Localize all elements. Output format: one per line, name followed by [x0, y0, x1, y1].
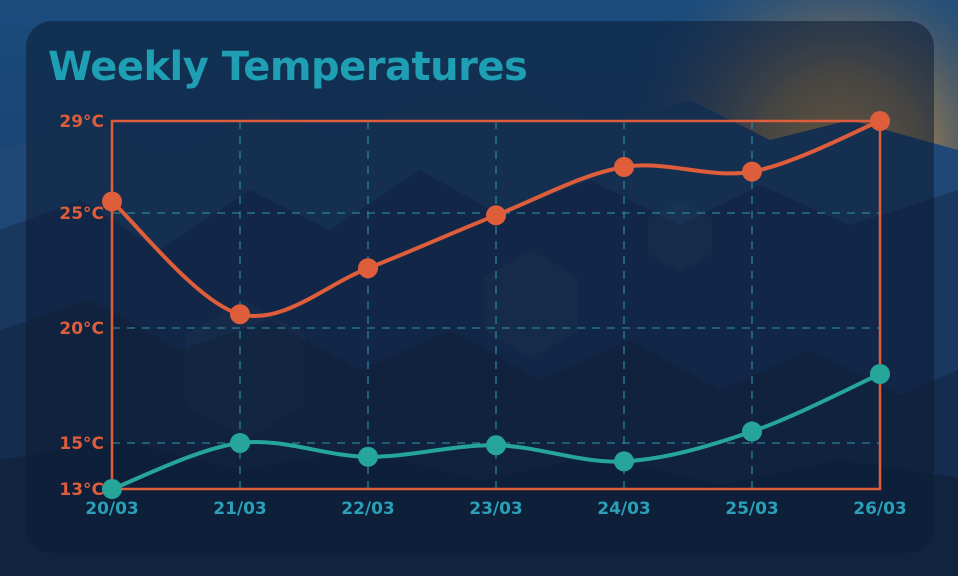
- y-tick-label: 15°C: [59, 434, 104, 454]
- grid-lines: [112, 121, 880, 489]
- x-tick-label: 22/03: [341, 499, 395, 519]
- data-point-low: [742, 421, 762, 442]
- data-point-low: [486, 435, 506, 456]
- data-point-low: [870, 364, 890, 384]
- data-point-high: [230, 304, 250, 325]
- data-point-high: [742, 161, 762, 182]
- x-tick-label: 25/03: [725, 499, 779, 519]
- x-tick-label: 23/03: [469, 499, 523, 519]
- series-points: [102, 111, 890, 499]
- data-point-low: [102, 479, 122, 499]
- plot-frame: [110, 119, 882, 491]
- y-tick-label: 13°C: [59, 480, 104, 500]
- y-axis: 13°C 15°C 20°C 25°C 29°C: [59, 112, 104, 500]
- data-point-high: [614, 157, 634, 177]
- data-point-low: [614, 451, 634, 472]
- x-tick-label: 24/03: [597, 499, 651, 519]
- y-tick-label: 25°C: [59, 204, 104, 224]
- data-point-low: [358, 446, 378, 467]
- y-tick-label: 20°C: [59, 319, 104, 339]
- x-tick-label: 20/03: [85, 499, 139, 519]
- x-axis: 20/03 21/03 22/03 23/03 24/03 25/03 26/03: [85, 499, 907, 519]
- x-tick-label: 21/03: [213, 499, 267, 519]
- y-tick-label: 29°C: [59, 112, 104, 132]
- data-point-high: [102, 191, 122, 212]
- chart-panel: [26, 21, 934, 553]
- data-point-low: [230, 433, 250, 453]
- data-point-high: [486, 205, 506, 226]
- chart-title: Weekly Temperatures: [48, 44, 528, 90]
- data-point-high: [358, 258, 378, 279]
- data-point-high: [870, 111, 890, 131]
- x-tick-label: 26/03: [853, 499, 907, 519]
